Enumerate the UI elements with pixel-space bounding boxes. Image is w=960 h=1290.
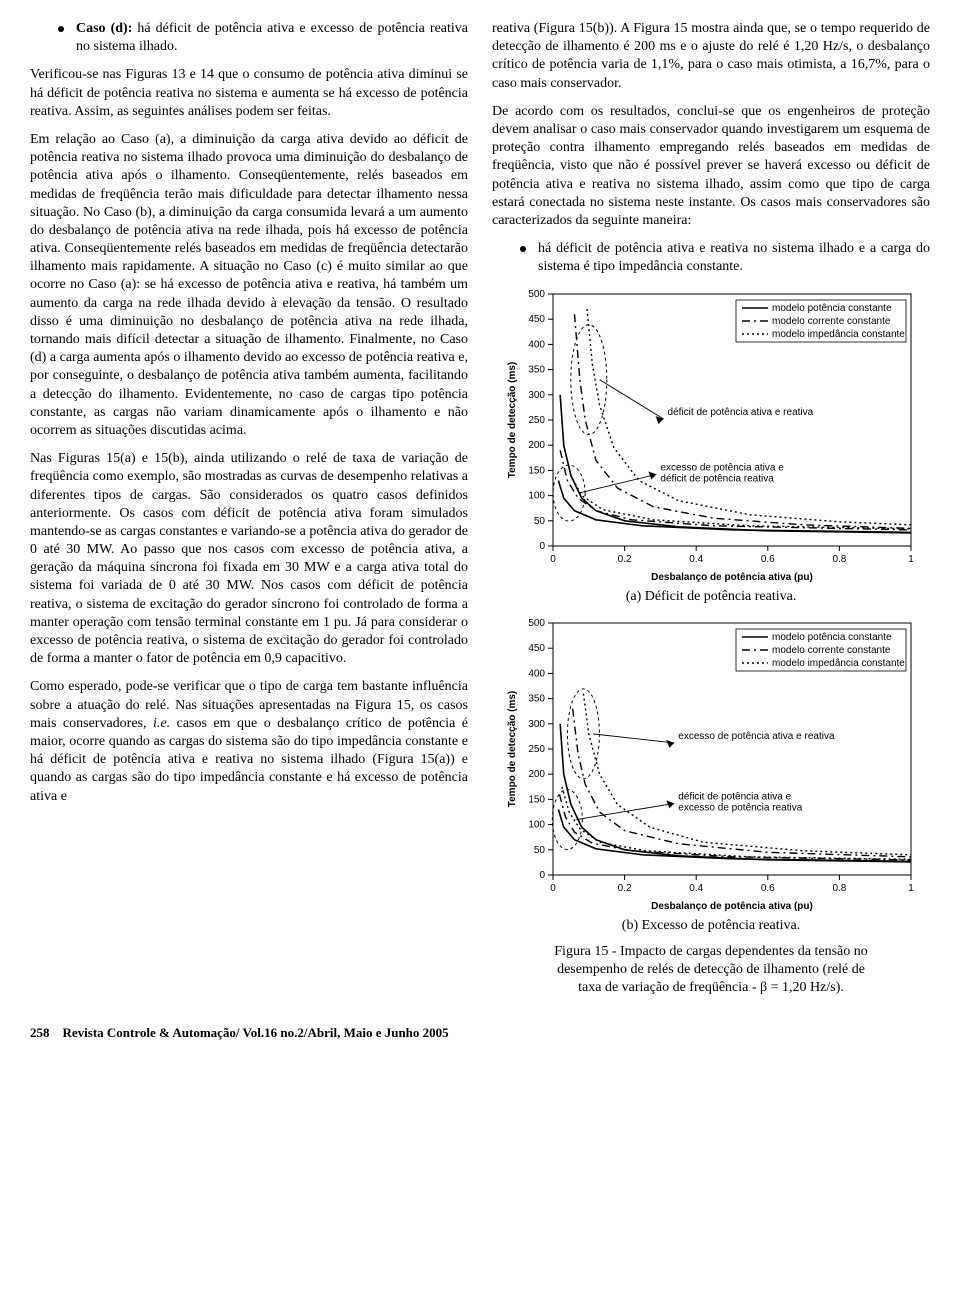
svg-text:250: 250 (528, 415, 545, 426)
svg-text:200: 200 (528, 441, 545, 452)
svg-text:50: 50 (534, 516, 546, 527)
svg-text:100: 100 (528, 819, 545, 830)
svg-text:100: 100 (528, 491, 545, 502)
svg-text:modelo potência constante: modelo potência constante (772, 303, 892, 314)
svg-text:450: 450 (528, 643, 545, 654)
svg-text:modelo potência constante: modelo potência constante (772, 632, 892, 643)
svg-text:Desbalanço de potência ativa (: Desbalanço de potência ativa (pu) (651, 572, 813, 583)
right-p1: reativa (Figura 15(b)). A Figura 15 most… (492, 20, 930, 93)
svg-text:modelo impedância constante: modelo impedância constante (772, 329, 905, 340)
figure-15-caption: Figura 15 - Impacto de cargas dependente… (492, 943, 930, 998)
svg-text:modelo corrente constante: modelo corrente constante (772, 316, 891, 327)
svg-text:excesso de potência ativa e: excesso de potência ativa e (660, 463, 784, 474)
fig-cap-3: taxa de variação de freqüência - β = 1,2… (578, 980, 844, 995)
svg-text:0.4: 0.4 (689, 883, 703, 894)
svg-text:Tempo de detecção (ms): Tempo de detecção (ms) (507, 690, 518, 807)
right-bullet: há déficit de potência ativa e reativa n… (520, 240, 930, 276)
svg-text:250: 250 (528, 744, 545, 755)
svg-text:excesso de potência reativa: excesso de potência reativa (678, 802, 802, 813)
page-columns: Caso (d): há déficit de potência ativa e… (30, 20, 930, 997)
page-footer: 258 Revista Controle & Automação/ Vol.16… (30, 1025, 930, 1042)
svg-text:modelo corrente constante: modelo corrente constante (772, 645, 891, 656)
svg-text:0: 0 (550, 554, 556, 565)
svg-text:déficit de potência ativa e: déficit de potência ativa e (678, 791, 791, 802)
svg-text:1: 1 (908, 554, 914, 565)
svg-text:150: 150 (528, 466, 545, 477)
svg-text:200: 200 (528, 769, 545, 780)
journal-line: Revista Controle & Automação/ Vol.16 no.… (63, 1025, 449, 1040)
svg-text:0: 0 (539, 541, 545, 552)
svg-text:450: 450 (528, 315, 545, 326)
chart-a-caption: (a) Déficit de potência reativa. (492, 588, 930, 606)
svg-text:0.6: 0.6 (761, 883, 775, 894)
svg-text:0.2: 0.2 (618, 883, 632, 894)
svg-text:500: 500 (528, 618, 545, 629)
svg-text:déficit de potência ativa e re: déficit de potência ativa e reativa (668, 407, 814, 418)
svg-text:0.8: 0.8 (832, 554, 846, 565)
svg-text:350: 350 (528, 693, 545, 704)
right-column: reativa (Figura 15(b)). A Figura 15 most… (492, 20, 930, 997)
svg-text:modelo impedância constante: modelo impedância constante (772, 658, 905, 669)
chart-a-svg: 0 0.2 0.4 0.6 0.8 1 0 50 100 150 200 250 300 350 400 45… (501, 286, 921, 586)
svg-text:400: 400 (528, 668, 545, 679)
caso-d-text: Caso (d): há déficit de potência ativa e… (76, 20, 468, 56)
bullet-dot-icon (520, 246, 526, 252)
svg-text:excesso de potência ativa e re: excesso de potência ativa e reativa (678, 731, 835, 742)
left-p4-i: i.e. (153, 716, 170, 731)
caso-d-body: há déficit de potência ativa e excesso d… (76, 21, 468, 54)
bullet-dot-icon (58, 26, 64, 32)
left-p4: Como esperado, pode-se verificar que o t… (30, 678, 468, 805)
fig-cap-1: Figura 15 - Impacto de cargas dependente… (554, 944, 867, 959)
svg-text:0: 0 (539, 870, 545, 881)
svg-text:150: 150 (528, 794, 545, 805)
chart-b-svg: 0 0.2 0.4 0.6 0.8 1 0 50 100 150 200 250 300 350 400 45… (501, 615, 921, 915)
chart-a: 0 0.2 0.4 0.6 0.8 1 0 50 100 150 200 250 300 350 400 45… (492, 286, 930, 606)
chart-b: 0 0.2 0.4 0.6 0.8 1 0 50 100 150 200 250 300 350 400 45… (492, 615, 930, 935)
left-p3: Nas Figuras 15(a) e 15(b), ainda utiliza… (30, 450, 468, 668)
chart-b-caption: (b) Excesso de potência reativa. (492, 917, 930, 935)
right-p2: De acordo com os resultados, conclui-se … (492, 103, 930, 230)
svg-text:Desbalanço de potência ativa (: Desbalanço de potência ativa (pu) (651, 901, 813, 912)
svg-text:350: 350 (528, 365, 545, 376)
svg-text:0.4: 0.4 (689, 554, 703, 565)
svg-text:0.8: 0.8 (832, 883, 846, 894)
svg-text:0.6: 0.6 (761, 554, 775, 565)
left-column: Caso (d): há déficit de potência ativa e… (30, 20, 468, 997)
left-p2: Em relação ao Caso (a), a diminuição da … (30, 131, 468, 440)
svg-text:déficit de potência reativa: déficit de potência reativa (660, 474, 774, 485)
svg-text:300: 300 (528, 718, 545, 729)
svg-text:500: 500 (528, 289, 545, 300)
svg-text:50: 50 (534, 844, 546, 855)
svg-text:0: 0 (550, 883, 556, 894)
caso-d-bullet: Caso (d): há déficit de potência ativa e… (58, 20, 468, 56)
right-bullet-text: há déficit de potência ativa e reativa n… (538, 240, 930, 276)
page-number: 258 (30, 1025, 50, 1040)
svg-text:Tempo de detecção (ms): Tempo de detecção (ms) (507, 362, 518, 479)
caso-d-label: Caso (d): (76, 21, 132, 36)
svg-text:400: 400 (528, 340, 545, 351)
svg-text:1: 1 (908, 883, 914, 894)
svg-text:300: 300 (528, 390, 545, 401)
svg-text:0.2: 0.2 (618, 554, 632, 565)
fig-cap-2: desempenho de relés de detecção de ilham… (557, 962, 865, 977)
left-p1: Verificou-se nas Figuras 13 e 14 que o c… (30, 66, 468, 121)
